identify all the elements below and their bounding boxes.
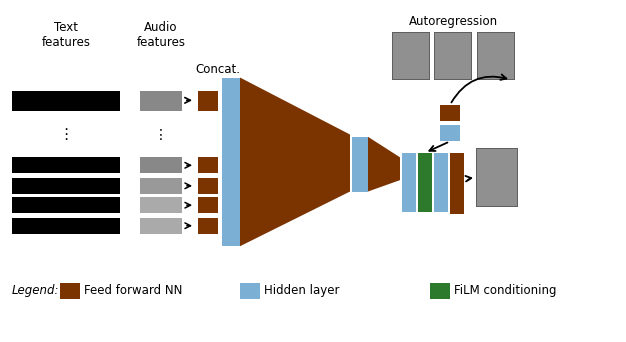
Bar xyxy=(12,178,120,194)
Bar xyxy=(402,153,416,212)
Bar xyxy=(240,283,260,299)
Bar xyxy=(477,149,517,206)
Bar xyxy=(12,91,120,110)
Bar xyxy=(392,32,430,80)
Bar xyxy=(440,105,460,121)
Bar xyxy=(140,218,182,234)
Bar xyxy=(434,153,448,212)
FancyArrowPatch shape xyxy=(451,75,506,103)
Bar xyxy=(140,197,182,213)
Bar xyxy=(198,91,218,110)
Bar xyxy=(12,157,120,173)
Text: Legend:: Legend: xyxy=(12,284,59,297)
Text: Autoregression: Autoregression xyxy=(408,15,498,28)
Text: Feed forward NN: Feed forward NN xyxy=(84,284,182,297)
Text: Audio
features: Audio features xyxy=(136,21,185,49)
Text: Concat.: Concat. xyxy=(195,63,240,76)
Bar xyxy=(198,157,218,173)
Bar xyxy=(140,91,182,110)
Bar xyxy=(418,153,432,212)
Bar xyxy=(393,33,429,79)
Bar xyxy=(450,153,464,214)
Polygon shape xyxy=(240,78,350,246)
Bar xyxy=(198,178,218,194)
Bar xyxy=(12,218,120,234)
Bar xyxy=(430,283,450,299)
Bar xyxy=(12,197,120,213)
Bar xyxy=(352,137,368,192)
Text: FiLM conditioning: FiLM conditioning xyxy=(454,284,557,297)
Bar xyxy=(478,33,514,79)
Bar xyxy=(477,32,515,80)
Bar xyxy=(60,283,80,299)
Bar xyxy=(476,148,518,208)
Bar xyxy=(435,33,471,79)
Text: Hidden layer: Hidden layer xyxy=(264,284,339,297)
Bar xyxy=(198,197,218,213)
Bar xyxy=(434,32,472,80)
Bar xyxy=(440,126,460,141)
Polygon shape xyxy=(368,137,400,192)
Bar xyxy=(222,78,240,246)
Text: ⋮: ⋮ xyxy=(58,127,74,142)
Bar xyxy=(140,178,182,194)
Bar xyxy=(198,218,218,234)
Bar xyxy=(140,157,182,173)
FancyArrowPatch shape xyxy=(465,176,471,182)
Text: ⋮: ⋮ xyxy=(154,128,168,142)
Text: Text
features: Text features xyxy=(41,21,91,49)
